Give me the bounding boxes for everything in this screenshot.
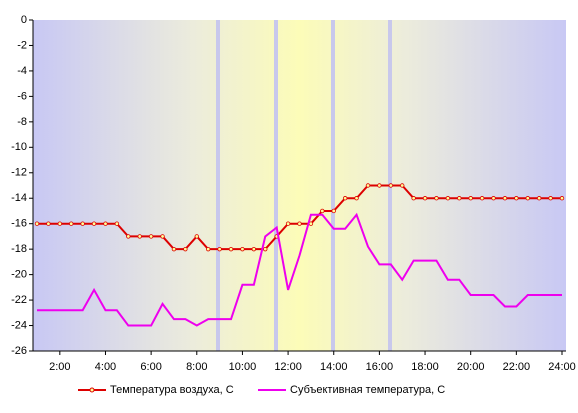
point-marker [388, 183, 394, 188]
point-marker [205, 246, 211, 252]
series-line [37, 212, 562, 327]
point-marker [194, 234, 199, 239]
x-tick-label: 12:00 [274, 361, 302, 373]
y-tick-label: 0 [21, 14, 27, 26]
point-marker [525, 196, 530, 201]
point-marker [103, 221, 108, 226]
band [331, 20, 335, 351]
point-marker [411, 196, 416, 201]
point-marker [148, 234, 154, 239]
point-marker [114, 221, 120, 226]
point-marker [183, 246, 188, 252]
point-marker [514, 196, 519, 201]
x-tick-label: 16:00 [366, 361, 394, 373]
y-tick-label: -10 [11, 141, 27, 153]
x-tick-label: 10:00 [229, 361, 257, 373]
point-marker [422, 196, 428, 201]
legend-label: Субъективная температура, С [290, 384, 445, 396]
point-marker [228, 246, 234, 252]
point-marker [502, 196, 508, 201]
point-marker [457, 196, 462, 201]
point-marker [331, 208, 336, 214]
point-marker [285, 221, 291, 226]
point-marker [536, 196, 542, 201]
point-marker [80, 221, 85, 226]
point-marker [240, 246, 245, 252]
y-tick-label: -8 [17, 116, 27, 128]
y-tick-label: -6 [17, 90, 27, 102]
point-marker [354, 196, 359, 201]
x-tick-label: 4:00 [95, 361, 116, 373]
point-marker [365, 183, 371, 188]
point-marker [377, 183, 382, 188]
x-tick-label: 24:00 [548, 361, 576, 373]
point-marker [34, 221, 40, 226]
plot-background [33, 20, 566, 351]
point-marker [559, 196, 565, 201]
point-marker [251, 246, 257, 252]
point-marker [445, 196, 451, 201]
y-tick-label: -26 [11, 345, 27, 357]
x-tick-label: 22:00 [503, 361, 531, 373]
y-tick-label: -18 [11, 243, 27, 255]
point-marker [479, 196, 485, 201]
point-marker [400, 183, 405, 188]
y-tick-label: -12 [11, 167, 27, 179]
x-tick-label: 2:00 [49, 361, 70, 373]
point-marker [160, 234, 165, 239]
x-tick-label: 20:00 [457, 361, 485, 373]
x-tick-label: 18:00 [411, 361, 439, 373]
point-marker [137, 234, 142, 239]
y-tick-label: -14 [11, 192, 27, 204]
legend-label: Температура воздуха, С [110, 384, 234, 396]
point-marker [468, 196, 473, 201]
point-marker [263, 246, 268, 252]
point-marker [91, 221, 97, 226]
point-marker [320, 208, 325, 214]
point-marker [434, 196, 439, 201]
band [216, 20, 220, 351]
point-marker [342, 196, 348, 201]
point-marker [69, 221, 74, 226]
point-marker [171, 246, 177, 252]
x-tick-label: 6:00 [140, 361, 161, 373]
y-tick-label: -16 [11, 218, 27, 230]
point-marker [217, 246, 222, 252]
y-tick-label: -4 [17, 65, 27, 77]
point-marker [126, 234, 131, 239]
x-tick-label: 8:00 [186, 361, 207, 373]
y-tick-label: -24 [11, 319, 27, 331]
point-marker [548, 196, 553, 201]
y-tick-label: -2 [17, 39, 27, 51]
y-tick-label: -22 [11, 294, 27, 306]
legend-marker [89, 387, 95, 393]
x-tick-label: 14:00 [320, 361, 348, 373]
point-marker [46, 221, 51, 226]
point-marker [57, 221, 63, 226]
point-marker [491, 196, 496, 201]
band [274, 20, 278, 351]
point-marker [297, 221, 302, 226]
y-tick-label: -20 [11, 269, 27, 281]
